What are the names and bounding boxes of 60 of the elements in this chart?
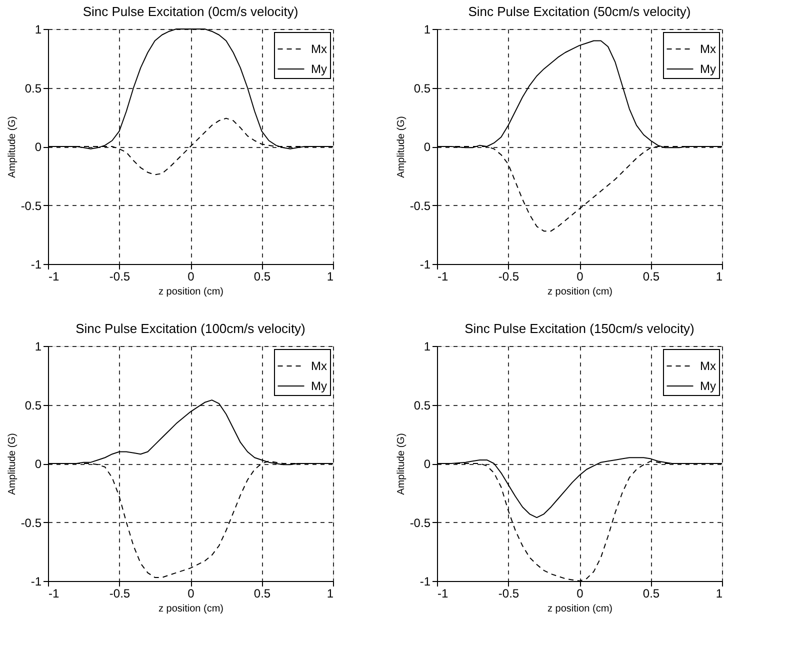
legend-label: My [700, 379, 716, 393]
y-tick-label: -1 [420, 258, 431, 272]
x-tick-label: 0.5 [254, 270, 271, 284]
y-tick-label: -0.5 [410, 198, 431, 213]
legend-label: My [700, 62, 716, 76]
x-axis-title: z position (cm) [158, 604, 224, 614]
x-tick-label: 0.5 [642, 586, 660, 600]
y-tick-label: 0.5 [414, 398, 431, 412]
y-tick-label: -0.5 [410, 516, 431, 530]
x-tick-label: 0.5 [254, 586, 271, 600]
y-tick-label: -1 [420, 574, 431, 588]
y-tick-label: -0.5 [20, 198, 42, 213]
y-tick-label: -0.5 [20, 516, 42, 530]
y-axis-title: Amplitude (G) [6, 433, 18, 495]
x-tick-label: -1 [48, 586, 60, 600]
y-tick-label: 1 [424, 340, 431, 354]
x-tick-label: 0 [188, 586, 195, 600]
y-axis-title: Amplitude (G) [396, 116, 407, 178]
x-tick-label: 1 [326, 270, 334, 284]
y-tick-label: 1 [34, 340, 42, 354]
y-tick-label: 0 [34, 140, 42, 154]
x-tick-label: 1 [716, 586, 723, 600]
chart-title: Sinc Pulse Excitation (0cm/s velocity) [82, 4, 298, 19]
chart-title: Sinc Pulse Excitation (100cm/s velocity) [76, 321, 306, 336]
x-tick-label: 1 [716, 270, 723, 284]
x-tick-label: -0.5 [109, 270, 130, 284]
y-tick-label: 0.5 [24, 398, 42, 412]
x-tick-label: 0 [188, 270, 195, 284]
legend-label: Mx [311, 359, 327, 373]
x-tick-label: 1 [326, 586, 334, 600]
x-tick-label: -1 [48, 270, 60, 284]
legend-label: My [311, 379, 327, 393]
x-axis-title: z position (cm) [158, 286, 224, 298]
y-tick-label: 0.5 [414, 81, 431, 96]
chart-title: Sinc Pulse Excitation (50cm/s velocity) [468, 4, 691, 19]
y-tick-label: 1 [34, 22, 42, 36]
legend-label: Mx [700, 42, 716, 56]
y-tick-label: 0 [424, 140, 431, 154]
y-tick-label: -1 [30, 258, 42, 272]
legend-label: My [311, 62, 327, 76]
y-tick-label: -1 [30, 574, 42, 588]
x-tick-label: -1 [438, 586, 448, 600]
y-axis-title: Amplitude (G) [396, 433, 407, 495]
y-tick-label: 1 [424, 22, 431, 36]
x-tick-label: -0.5 [498, 270, 520, 284]
legend-label: Mx [311, 42, 327, 56]
legend-label: Mx [700, 359, 716, 373]
x-tick-label: -1 [438, 270, 448, 284]
x-tick-label: -0.5 [109, 586, 130, 600]
chart-title: Sinc Pulse Excitation (150cm/s velocity) [464, 321, 694, 336]
y-axis-title: Amplitude (G) [6, 116, 18, 178]
x-tick-label: 0 [576, 586, 584, 600]
y-tick-label: 0.5 [24, 81, 42, 96]
x-tick-label: -0.5 [498, 586, 520, 600]
y-tick-label: 0 [424, 457, 431, 471]
x-axis-title: z position (cm) [547, 604, 613, 614]
x-tick-label: 0.5 [642, 270, 660, 284]
y-tick-label: 0 [34, 457, 42, 471]
x-axis-title: z position (cm) [547, 286, 613, 298]
x-tick-label: 0 [576, 270, 584, 284]
